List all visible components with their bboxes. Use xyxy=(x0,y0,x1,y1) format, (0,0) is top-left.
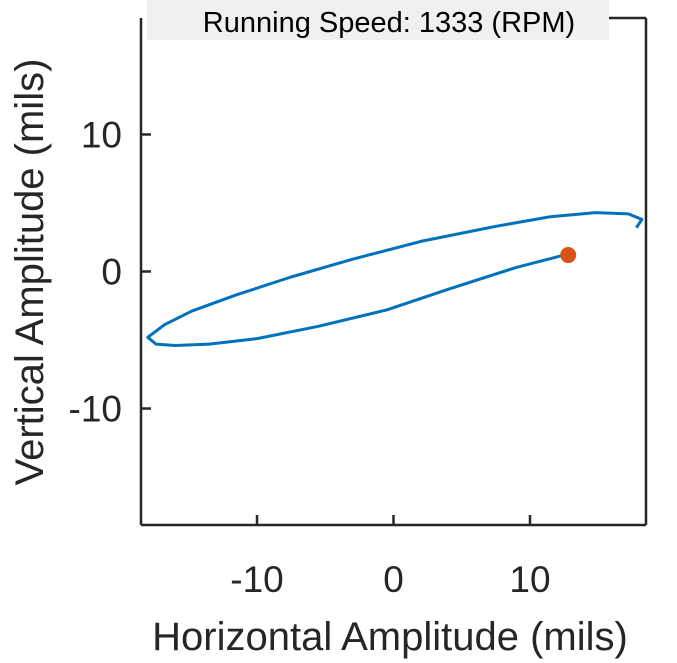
series-layer xyxy=(146,211,644,347)
orbit-trace-line xyxy=(146,211,644,347)
x-tick-label: -10 xyxy=(230,559,283,600)
annotation-text: Running Speed: 1333 (RPM) xyxy=(203,7,575,39)
x-axis-label: Horizontal Amplitude (mils) xyxy=(152,615,628,659)
y-ticks: -10 0 10 xyxy=(69,114,151,430)
y-tick-label: 0 xyxy=(101,252,122,293)
running-speed-annotation: Running Speed: 1333 (RPM) xyxy=(147,0,609,40)
x-tick-label: 10 xyxy=(509,559,550,600)
x-tick-label: 0 xyxy=(383,559,404,600)
y-axis-label: Vertical Amplitude (mils) xyxy=(8,59,52,486)
y-tick-label: -10 xyxy=(69,389,122,430)
annotation-box xyxy=(147,0,609,40)
y-tick-label: 10 xyxy=(81,114,122,155)
x-ticks: -10 0 10 xyxy=(230,515,551,600)
axes-box xyxy=(139,16,648,527)
current-position-marker xyxy=(560,247,577,264)
